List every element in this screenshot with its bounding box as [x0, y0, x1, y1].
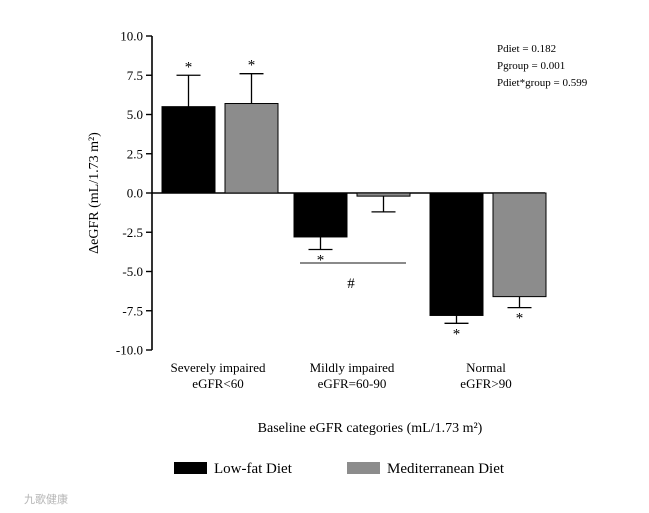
- legend-swatch-low-fat: [174, 462, 207, 474]
- x-category-label: Normal: [466, 360, 506, 375]
- axes: 10.0 7.5 5.0 2.5 0.0 -2.5 -5.0 -7.5 -10.0: [116, 29, 545, 358]
- y-tick-label: -2.5: [122, 225, 143, 240]
- legend-label-mediterranean: Mediterranean Diet: [387, 461, 505, 477]
- significance-marker: *: [185, 59, 193, 75]
- bar: [429, 192, 484, 316]
- significance-marker: *: [516, 311, 524, 327]
- legend-label-low-fat: Low-fat Diet: [214, 461, 293, 477]
- y-tick-label: 0.0: [127, 186, 143, 201]
- bar: [492, 192, 547, 298]
- x-axis-title: Baseline eGFR categories (mL/1.73 m²): [258, 421, 483, 436]
- bar: [224, 103, 279, 194]
- watermark: 九歌健康: [24, 492, 68, 506]
- y-tick-label: -7.5: [122, 303, 143, 318]
- y-tick-label: 10.0: [120, 29, 143, 44]
- y-tick-label: 5.0: [127, 107, 143, 122]
- significance-marker: *: [248, 58, 256, 74]
- bar: [356, 192, 411, 197]
- significance-marker: *: [317, 253, 325, 269]
- significance-marker: *: [453, 326, 461, 342]
- x-category-label: Severely impaired: [171, 360, 266, 375]
- y-tick-label: 7.5: [127, 68, 143, 83]
- bar: [161, 106, 216, 194]
- y-tick-label: -10.0: [116, 343, 143, 358]
- stats-line-1: Pdiet = 0.182: [497, 43, 556, 55]
- stats-line-3: Pdiet*group = 0.599: [497, 77, 588, 89]
- legend: Low-fat Diet Mediterranean Diet: [174, 461, 505, 477]
- x-category-sublabel: eGFR=60-90: [318, 376, 387, 391]
- x-category-sublabel: eGFR>90: [460, 376, 511, 391]
- comparison-hash-marker: #: [347, 276, 355, 292]
- y-tick-label: -5.0: [122, 264, 143, 279]
- bar: [293, 192, 348, 238]
- y-tick-label: 2.5: [127, 146, 143, 161]
- y-axis-title: ΔeGFR (mL/1.73 m²): [87, 132, 102, 254]
- legend-swatch-mediterranean: [347, 462, 380, 474]
- stats-box: Pdiet = 0.182 Pgroup = 0.001 Pdiet*group…: [497, 43, 588, 89]
- stats-line-2: Pgroup = 0.001: [497, 60, 565, 72]
- x-category-sublabel: eGFR<60: [192, 376, 243, 391]
- bars: * * * * * #: [161, 58, 547, 342]
- x-category-label: Mildly impaired: [310, 360, 395, 375]
